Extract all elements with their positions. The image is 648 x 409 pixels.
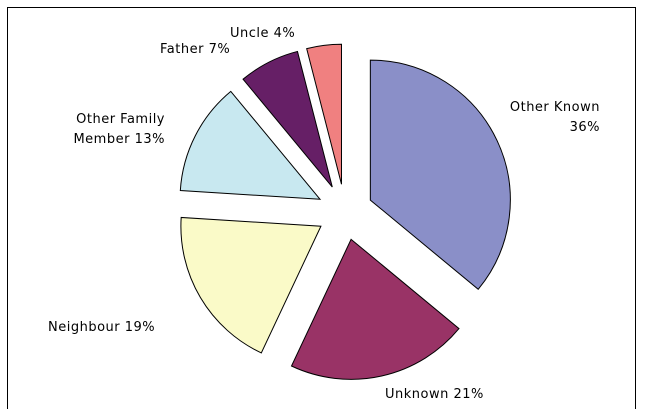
- slice-label: Father 7%: [160, 40, 260, 60]
- pie-slice: [179, 90, 322, 200]
- pie-slice: [369, 59, 511, 291]
- value-label: 13%: [134, 132, 165, 147]
- value-label: 19%: [124, 320, 156, 335]
- value-label: 7%: [208, 42, 231, 57]
- value-label: 4%: [273, 26, 296, 41]
- slice-label: Neighbour 19%: [48, 318, 188, 338]
- category-name: Neighbour: [48, 320, 121, 335]
- category-name: Other Known: [509, 100, 600, 115]
- category-name: Other Family Member: [73, 112, 165, 147]
- pie-slice: [290, 238, 460, 380]
- category-name: Uncle: [230, 26, 270, 41]
- slice-label: Unknown 21%: [385, 385, 535, 405]
- pie-slice: [242, 50, 333, 188]
- slice-label: Uncle 4%: [230, 24, 310, 44]
- value-label: 21%: [453, 387, 484, 402]
- category-name: Father: [160, 42, 204, 57]
- slice-label: Other Family Member 13%: [55, 110, 165, 150]
- slice-label: Other Known 36%: [490, 98, 600, 138]
- frame: [7, 7, 636, 409]
- pie-slice: [306, 43, 342, 185]
- category-name: Unknown: [385, 387, 449, 402]
- value-label: 36%: [569, 120, 600, 135]
- pie-slice: [180, 216, 322, 354]
